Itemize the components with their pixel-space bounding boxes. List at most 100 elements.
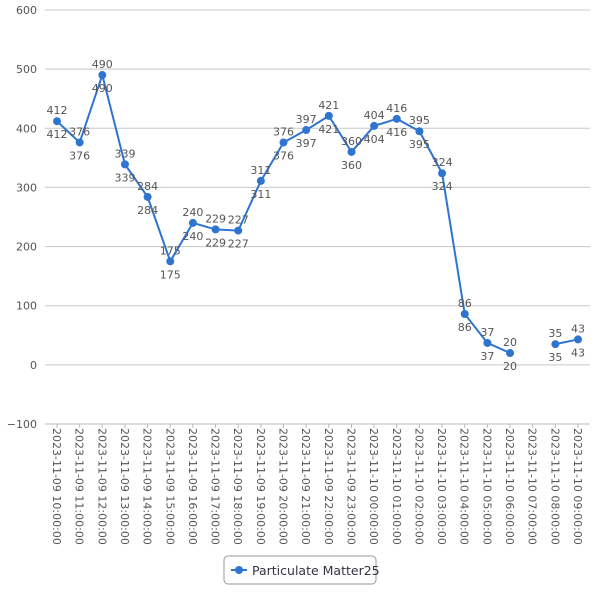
data-label: 421 <box>318 123 339 136</box>
data-point[interactable] <box>188 218 197 227</box>
data-label: 339 <box>114 147 135 160</box>
data-label: 490 <box>92 82 113 95</box>
data-point[interactable] <box>483 338 492 347</box>
data-label: 175 <box>160 268 181 281</box>
data-label: 339 <box>114 171 135 184</box>
data-label: 240 <box>182 230 203 243</box>
x-tick-label: 2023-11-09 10:00:00 <box>50 428 63 545</box>
x-tick-label: 2023-11-09 12:00:00 <box>95 428 108 545</box>
data-point[interactable] <box>302 126 311 135</box>
legend[interactable]: Particulate Matter25 <box>223 555 380 585</box>
data-label: 86 <box>458 321 472 334</box>
data-label: 175 <box>160 244 181 257</box>
data-label: 311 <box>250 164 271 177</box>
data-label: 43 <box>571 322 585 335</box>
x-tick-label: 2023-11-09 11:00:00 <box>73 428 86 545</box>
data-point[interactable] <box>324 111 333 120</box>
data-point[interactable] <box>166 257 175 266</box>
x-tick-label: 2023-11-10 03:00:00 <box>435 428 448 545</box>
x-tick-label: 2023-11-09 14:00:00 <box>141 428 154 545</box>
y-tick-label: 100 <box>16 300 37 313</box>
data-label: 86 <box>458 297 472 310</box>
y-tick-label: 0 <box>30 359 37 372</box>
data-label: 412 <box>47 128 68 141</box>
x-tick-label: 2023-11-10 00:00:00 <box>367 428 380 545</box>
data-point[interactable] <box>234 226 243 235</box>
data-label: 395 <box>409 138 430 151</box>
data-label: 376 <box>273 125 294 138</box>
x-tick-label: 2023-11-10 09:00:00 <box>571 428 584 545</box>
data-label: 37 <box>480 326 494 339</box>
x-tick-label: 2023-11-10 02:00:00 <box>412 428 425 545</box>
x-tick-label: 2023-11-10 01:00:00 <box>390 428 403 545</box>
data-label: 43 <box>571 346 585 359</box>
data-label: 284 <box>137 180 158 193</box>
data-point[interactable] <box>574 335 582 344</box>
data-label: 360 <box>341 159 362 172</box>
data-label: 397 <box>296 113 317 126</box>
data-point[interactable] <box>143 192 152 201</box>
x-tick-label: 2023-11-09 17:00:00 <box>209 428 222 545</box>
legend-marker-icon <box>235 566 243 574</box>
data-label: 20 <box>503 360 517 373</box>
data-label: 416 <box>386 126 407 139</box>
series-line <box>56 71 511 354</box>
data-point[interactable] <box>53 117 61 126</box>
x-tick-label: 2023-11-10 06:00:00 <box>503 428 516 545</box>
data-point[interactable] <box>438 169 447 178</box>
data-label: 397 <box>296 137 317 150</box>
data-point[interactable] <box>347 147 356 156</box>
x-tick-label: 2023-11-10 05:00:00 <box>480 428 493 545</box>
x-tick-label: 2023-11-09 18:00:00 <box>231 428 244 545</box>
data-label: 324 <box>432 180 453 193</box>
y-tick-label: 300 <box>16 181 37 194</box>
y-tick-label: 500 <box>16 63 37 76</box>
y-tick-label: −100 <box>7 418 37 431</box>
data-label: 35 <box>548 351 562 364</box>
data-label: 229 <box>205 212 226 225</box>
data-label: 376 <box>69 149 90 162</box>
data-point[interactable] <box>256 176 265 185</box>
data-label: 376 <box>273 149 294 162</box>
data-label: 376 <box>69 125 90 138</box>
y-tick-label: 600 <box>16 4 37 17</box>
data-label: 35 <box>548 327 562 340</box>
x-tick-label: 2023-11-10 07:00:00 <box>526 428 539 545</box>
data-label: 404 <box>364 133 385 146</box>
x-tick-label: 2023-11-09 15:00:00 <box>163 428 176 545</box>
data-label: 404 <box>364 109 385 122</box>
data-label: 395 <box>409 114 430 127</box>
data-label: 229 <box>205 236 226 249</box>
data-point[interactable] <box>392 114 401 123</box>
y-tick-label: 400 <box>16 122 37 135</box>
data-label: 360 <box>341 135 362 148</box>
x-tick-label: 2023-11-09 13:00:00 <box>118 428 131 545</box>
data-point[interactable] <box>506 349 515 358</box>
data-label: 20 <box>503 336 517 349</box>
x-tick-label: 2023-11-09 19:00:00 <box>254 428 267 545</box>
data-label: 421 <box>318 99 339 112</box>
data-label: 284 <box>137 204 158 217</box>
data-point[interactable] <box>370 121 379 130</box>
data-point[interactable] <box>460 309 469 318</box>
legend-label: Particulate Matter25 <box>252 563 380 578</box>
data-point[interactable] <box>551 340 560 349</box>
data-point[interactable] <box>98 71 107 80</box>
data-label: 240 <box>182 206 203 219</box>
data-label: 416 <box>386 102 407 115</box>
data-label: 324 <box>432 156 453 169</box>
data-point[interactable] <box>75 138 84 147</box>
x-tick-label: 2023-11-09 23:00:00 <box>344 428 357 545</box>
legend-box <box>223 555 377 585</box>
data-label: 490 <box>92 58 113 71</box>
data-point[interactable] <box>120 160 129 169</box>
data-label: 227 <box>228 214 249 227</box>
data-point[interactable] <box>279 138 288 147</box>
data-point[interactable] <box>211 225 220 234</box>
x-tick-label: 2023-11-09 22:00:00 <box>322 428 335 545</box>
y-tick-label: 200 <box>16 241 37 254</box>
data-label: 227 <box>228 238 249 251</box>
data-point[interactable] <box>415 127 424 136</box>
x-tick-label: 2023-11-09 16:00:00 <box>186 428 199 545</box>
